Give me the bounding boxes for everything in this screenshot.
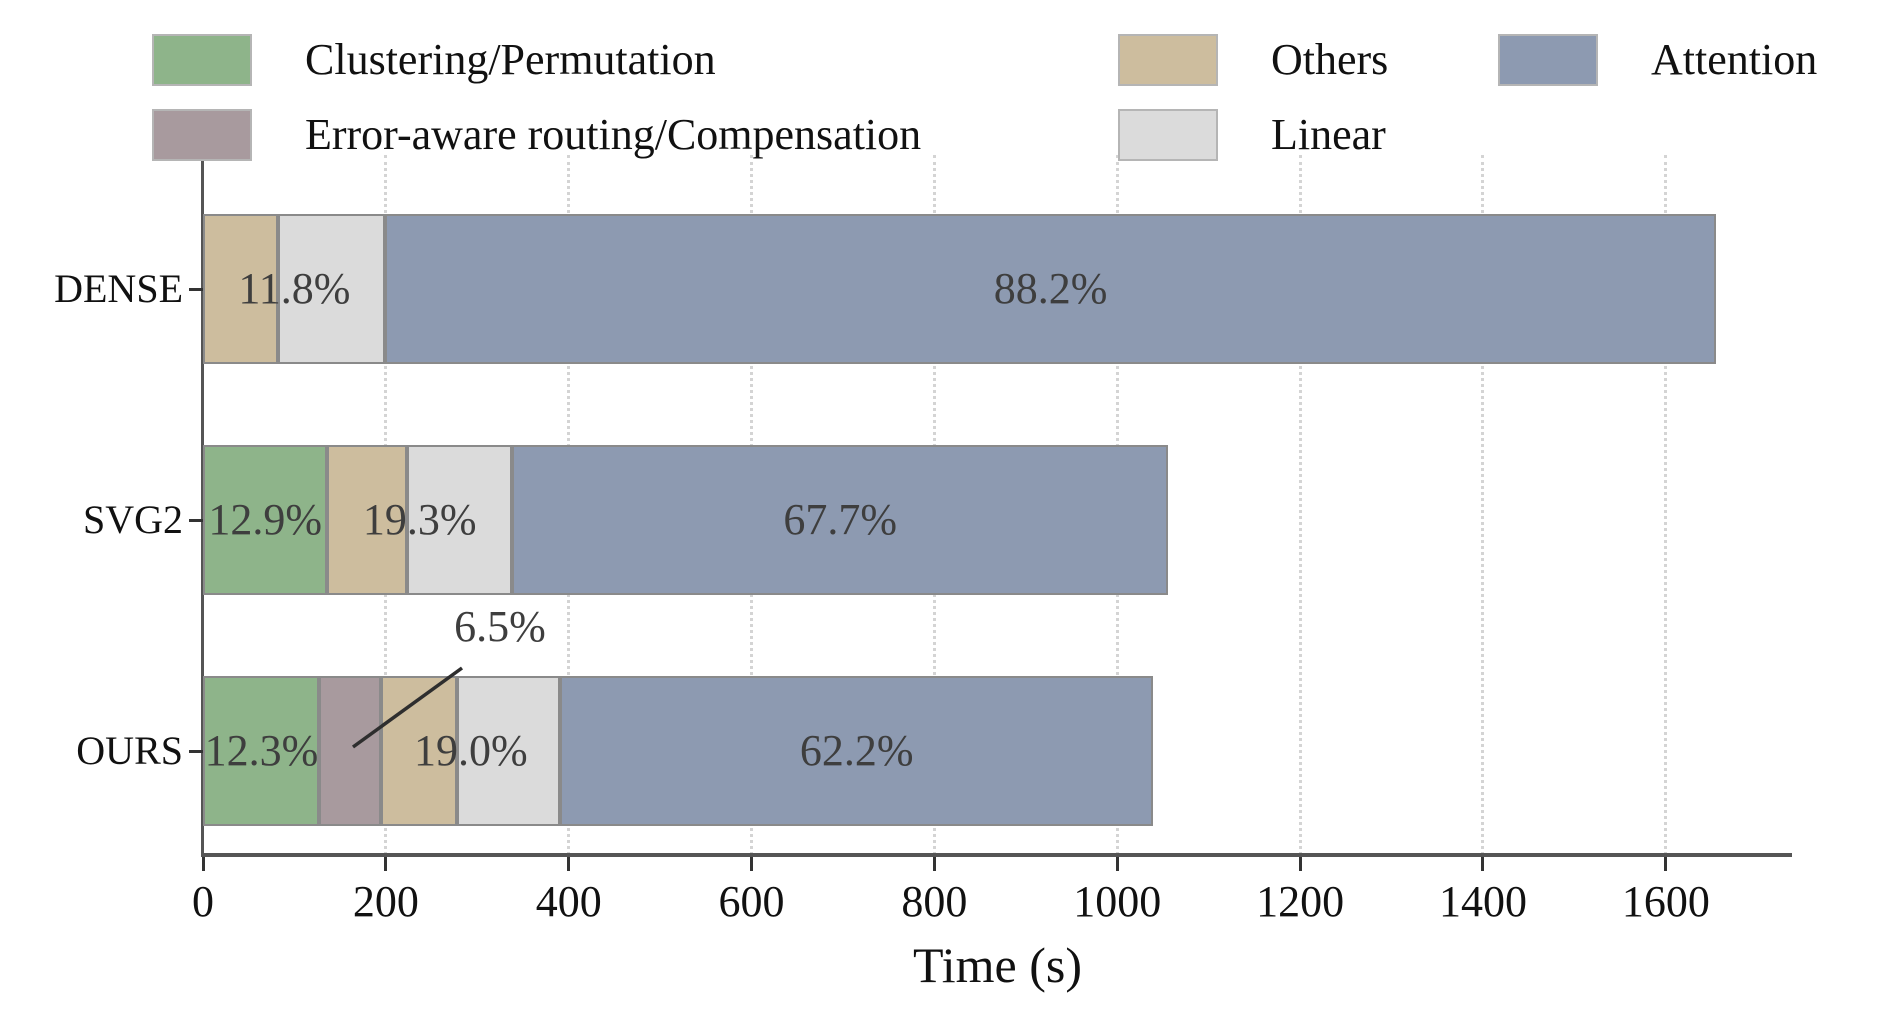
- x-tick-label: 800: [901, 877, 968, 926]
- category-label-ours: OURS: [76, 728, 183, 773]
- x-tick-label: 1000: [1073, 877, 1162, 926]
- bar-percent-label: 67.7%: [783, 495, 898, 544]
- bar-percent-label: 88.2%: [993, 264, 1108, 313]
- bar-segment-svg2-clustering-permutation: [203, 445, 328, 595]
- legend-label-error-aware-routing-compensation: Error-aware routing/Compensation: [305, 110, 922, 159]
- bar-percent-label: 12.3%: [204, 726, 319, 775]
- bar-percent-label: 19.3%: [362, 495, 477, 544]
- annotation-label: 6.5%: [454, 602, 546, 651]
- bar-segment-svg2-linear: [406, 445, 513, 595]
- x-tick-mark: [567, 857, 571, 871]
- legend-label-clustering-permutation: Clustering/Permutation: [305, 35, 716, 84]
- x-axis-title: Time (s): [912, 937, 1083, 993]
- x-tick-mark: [384, 857, 388, 871]
- y-tick-mark: [189, 287, 203, 291]
- category-label-svg2: SVG2: [82, 497, 183, 542]
- x-tick-mark: [932, 857, 936, 871]
- y-axis-spine: [201, 155, 204, 855]
- bar-percent-label: 12.9%: [208, 495, 322, 544]
- y-tick-mark: [189, 518, 203, 522]
- grid-line: [1481, 155, 1485, 855]
- legend-swatch-others: [1118, 34, 1218, 86]
- x-tick-label: 1200: [1256, 877, 1345, 926]
- bar-percent-label: 19.0%: [414, 726, 528, 775]
- x-tick-label: 600: [718, 877, 785, 926]
- x-tick-mark: [1115, 857, 1119, 871]
- legend-label-attention: Attention: [1651, 35, 1818, 84]
- bar-segment-ours-clustering-permutation: [203, 676, 320, 826]
- bar-percent-label: 11.8%: [238, 264, 351, 313]
- legend-swatch-linear: [1118, 109, 1218, 161]
- bar-percent-label: 62.2%: [799, 726, 914, 775]
- bar-segment-ours-attention: [560, 676, 1153, 826]
- legend-label-others: Others: [1271, 35, 1389, 84]
- legend-swatch-clustering-permutation: [152, 34, 252, 86]
- bar-segment-svg2-attention: [512, 445, 1168, 595]
- y-tick-mark: [189, 749, 203, 753]
- bar-segment-svg2-others: [327, 445, 407, 595]
- bar-segment-dense-others: [203, 214, 278, 364]
- x-tick-label: 1400: [1438, 877, 1527, 926]
- x-tick-mark: [1481, 857, 1485, 871]
- category-label-dense: DENSE: [54, 266, 183, 311]
- legend-swatch-attention: [1498, 34, 1598, 86]
- x-axis-spine: [201, 853, 1792, 857]
- x-tick-label: 1600: [1621, 877, 1710, 926]
- legend-label-linear: Linear: [1271, 110, 1386, 159]
- x-tick-mark: [750, 857, 754, 871]
- x-tick-mark: [1298, 857, 1302, 871]
- x-tick-label: 200: [352, 877, 419, 926]
- x-tick-mark: [201, 857, 205, 871]
- bar-segment-dense-linear: [277, 214, 385, 364]
- bar-segment-ours-linear: [457, 676, 561, 826]
- x-tick-mark: [1664, 857, 1668, 871]
- legend-swatch-error-aware-routing-compensation: [152, 109, 252, 161]
- x-tick-label: 400: [535, 877, 602, 926]
- grid-line: [1298, 155, 1302, 855]
- grid-line: [1664, 155, 1668, 855]
- x-tick-label: 0: [192, 877, 214, 926]
- bar-segment-dense-attention: [384, 214, 1717, 364]
